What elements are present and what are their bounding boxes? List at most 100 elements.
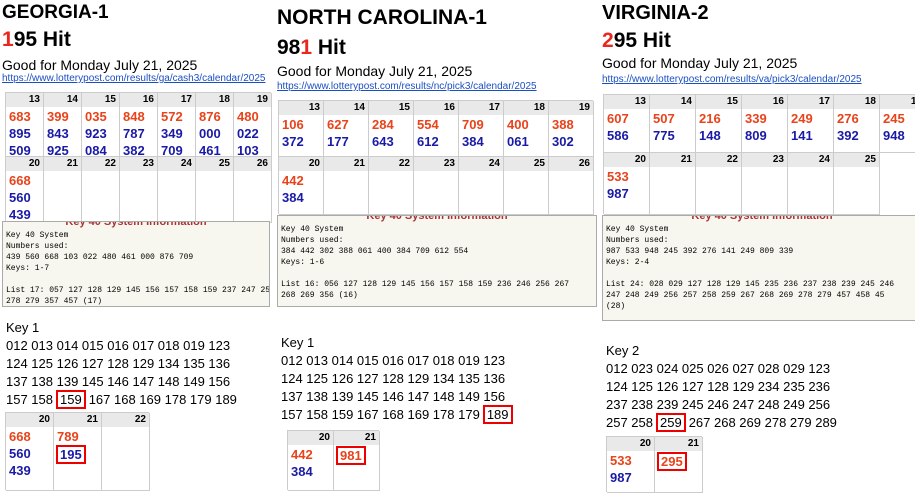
system-line: Key 40 System — [606, 225, 669, 234]
key-line: 237 238 239 245 246 247 248 249 256 — [606, 397, 831, 412]
state-title: GEORGIA-1 — [2, 2, 109, 23]
drawn-number: 533 — [610, 453, 632, 468]
drawn-number: 643 — [372, 134, 394, 149]
day-number: 25 — [504, 157, 548, 171]
system-info: Key 40 System Information Key 40 System Nu… — [602, 215, 915, 321]
state-title: NORTH CAROLINA-1 — [277, 6, 487, 29]
mini-cell: 22 — [102, 413, 150, 491]
calendar-cell: 25 — [834, 153, 880, 215]
drawn-number: 035 — [85, 109, 107, 124]
day-number: 21 — [54, 413, 101, 427]
calendar-cell: 16 848 787 382 — [120, 93, 158, 157]
hit-number: 981 — [336, 446, 366, 465]
key-hit: 259 — [656, 413, 686, 432]
day-number: 21 — [655, 437, 702, 451]
day-number: 22 — [696, 153, 741, 167]
system-line: 987 533 948 245 392 276 141 249 809 339 — [606, 247, 794, 256]
hit-part: 1 — [300, 36, 313, 59]
key-label: Key 1 — [281, 335, 315, 350]
drawn-number: 442 — [282, 173, 304, 188]
drawn-number: 987 — [610, 470, 632, 485]
drawn-number: 245 — [883, 111, 905, 126]
system-line: 439 560 668 103 022 480 461 000 876 709 — [6, 253, 194, 262]
day-number: 23 — [414, 157, 458, 171]
hit-part: 1 — [2, 28, 14, 51]
key-line: 124 125 126 127 128 129 234 235 236 — [606, 379, 831, 394]
drawn-number: 399 — [47, 109, 69, 124]
hit-part: 95 Hit — [613, 29, 671, 52]
key-line: 124 125 126 127 128 129 134 135 136 — [281, 371, 506, 386]
calendar-cell: 22 — [696, 153, 742, 215]
drawn-number: 554 — [417, 117, 439, 132]
calendar-cell: 22 — [369, 157, 414, 215]
key-line: 137 138 139 145 146 147 148 149 156 — [281, 389, 506, 404]
day-number: 21 — [650, 153, 695, 167]
drawn-number: 400 — [507, 117, 529, 132]
system-line: Keys: 1-7 — [6, 264, 50, 273]
calendar-cell: 19 388 302 — [549, 101, 594, 157]
mini-cell: 21 789 195 — [54, 413, 102, 491]
day-number: 20 — [604, 153, 649, 167]
calendar-cell: 23 — [742, 153, 788, 215]
drawn-number: 789 — [57, 429, 79, 444]
drawn-number: 925 — [47, 143, 69, 157]
day-number: 24 — [788, 153, 833, 167]
day-number: 17 — [459, 101, 503, 115]
key-hit: 189 — [482, 405, 513, 424]
drawn-number: 560 — [9, 190, 31, 205]
drawn-number: 339 — [745, 111, 767, 126]
drawn-number: 683 — [9, 109, 31, 124]
good-for: Good for Monday July 21, 2025 — [277, 63, 473, 79]
system-line: (28) — [606, 302, 626, 311]
drawn-number: 384 — [462, 134, 484, 149]
key-label: Key 2 — [606, 343, 640, 358]
day-number: 14 — [650, 95, 695, 109]
drawn-number: 775 — [653, 128, 675, 143]
day-number: 13 — [279, 101, 323, 115]
system-line: Key 40 System — [6, 231, 69, 240]
calendar-cell: 17 249 141 — [788, 95, 834, 153]
drawn-number: 439 — [9, 463, 31, 478]
day-number: 17 — [158, 93, 195, 107]
key-hit: 159 — [56, 390, 86, 409]
hit-line: 295 Hit — [602, 29, 671, 53]
drawn-number: 349 — [161, 126, 183, 141]
day-number: 15 — [369, 101, 413, 115]
day-number: 16 — [742, 95, 787, 109]
calendar-cell: 13 607 586 — [604, 95, 650, 153]
drawn-number: 507 — [653, 111, 675, 126]
day-number: 22 — [369, 157, 413, 171]
calendar-cell: 21 — [324, 157, 369, 215]
calendar-cell: 14 507 775 — [650, 95, 696, 153]
mini-calendar: 20 442 384 21 981 — [287, 430, 380, 491]
boxed-line: 157 158 159 167 168 169 178 179 189 — [281, 405, 516, 424]
day-number: 19 — [234, 93, 271, 107]
calendar-cell: 15 216 148 — [696, 95, 742, 153]
calendar-cell: 25 — [196, 157, 234, 223]
day-number: 16 — [414, 101, 458, 115]
calendar-cell: 16 339 809 — [742, 95, 788, 153]
calendar-cell: 21 — [44, 157, 82, 223]
hit-part: 2 — [602, 29, 614, 52]
calendar-cell: 18 876 000 461 — [196, 93, 234, 157]
calendar-cell: 15 284 643 — [369, 101, 414, 157]
day-number: 21 — [334, 431, 379, 445]
calendar-cell: 21 — [650, 153, 696, 215]
system-line: List 17: 057 127 128 129 145 156 157 158… — [6, 286, 270, 295]
drawn-number: 103 — [237, 143, 259, 157]
day-number: 25 — [834, 153, 879, 167]
hit-part: 95 Hit — [13, 28, 71, 51]
calendar-cell: 18 400 061 — [504, 101, 549, 157]
drawn-number: 876 — [199, 109, 221, 124]
day-number: 20 — [607, 437, 654, 451]
panel: VIRGINIA-2 295 Hit Good for Monday July 21… — [600, 0, 915, 493]
drawn-number: 787 — [123, 126, 145, 141]
system-line: Key 40 System — [281, 225, 344, 234]
hit-part: Hit — [312, 36, 346, 59]
drawn-number: 148 — [699, 128, 721, 143]
hit-line: 981 Hit — [277, 36, 346, 60]
day-number: 26 — [549, 157, 593, 171]
drawn-number: 382 — [123, 143, 145, 157]
system-line: Numbers used: — [281, 236, 344, 245]
drawn-number: 084 — [85, 143, 107, 157]
